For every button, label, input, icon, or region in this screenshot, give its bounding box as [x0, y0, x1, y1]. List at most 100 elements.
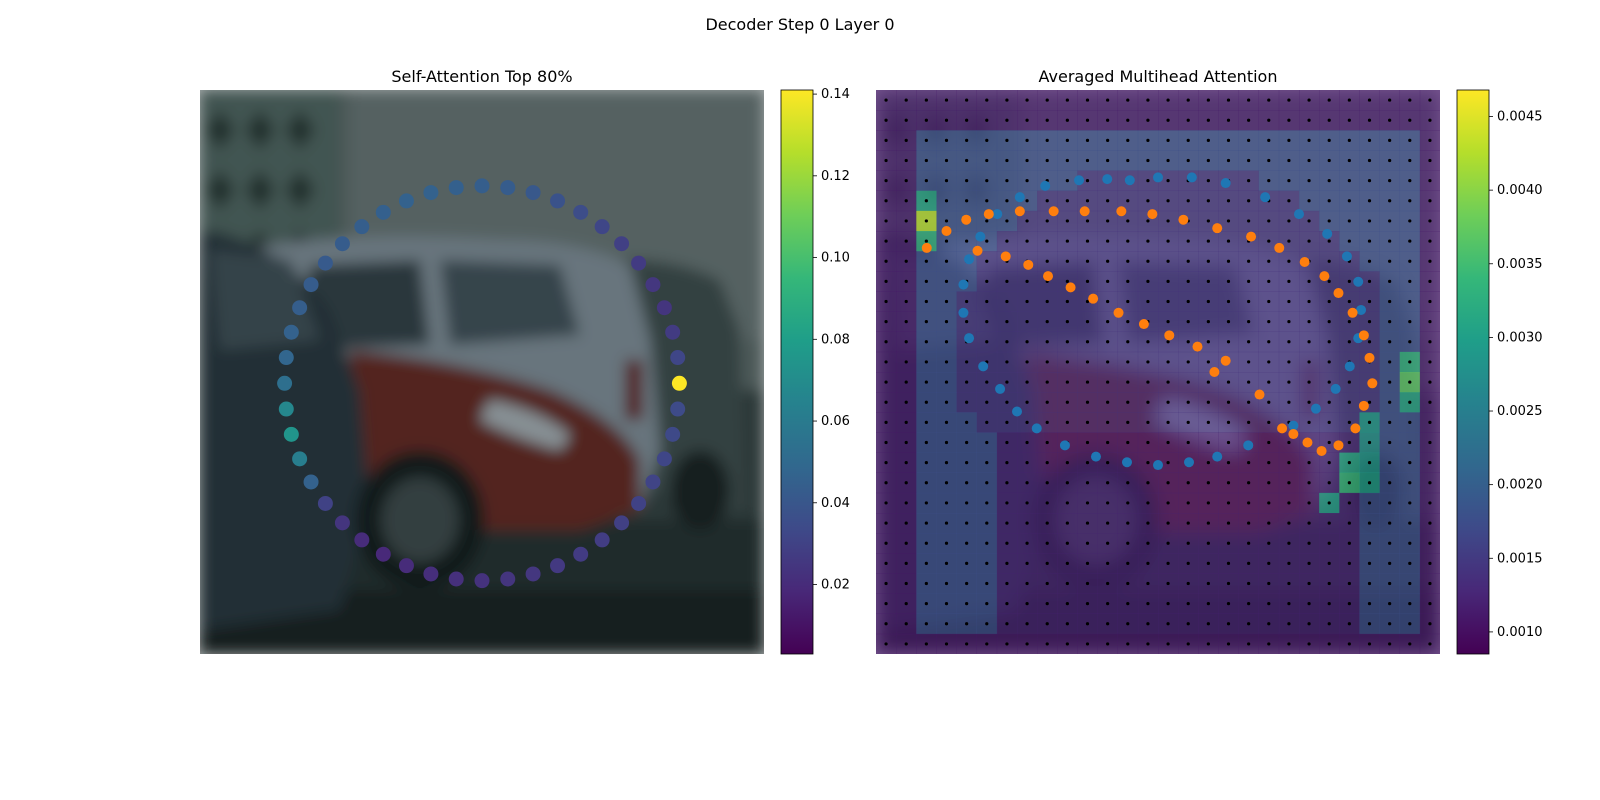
reference-dot — [1106, 541, 1110, 545]
reference-dot — [1428, 138, 1432, 142]
reference-dot — [1327, 259, 1331, 263]
multihead-attention-panel: Averaged Multihead Attention 0.00100.001… — [876, 67, 1543, 655]
reference-dot — [924, 581, 928, 586]
reference-dot — [1287, 440, 1291, 445]
reference-dot — [1065, 400, 1069, 404]
reference-dot — [944, 179, 949, 183]
reference-dot — [1307, 642, 1311, 646]
reference-dot — [1206, 521, 1210, 525]
reference-dot — [1347, 501, 1351, 505]
colorbar-tick-label: 0.0020 — [1497, 478, 1543, 493]
reference-dot — [965, 360, 969, 364]
reference-dot — [1106, 199, 1110, 203]
reference-dot — [1247, 420, 1251, 424]
reference-dot — [965, 179, 969, 183]
reference-dot — [1206, 541, 1210, 545]
sampling-point — [1310, 403, 1321, 414]
reference-dot — [1287, 340, 1291, 344]
reference-dot — [1106, 440, 1110, 445]
reference-dot — [1166, 581, 1170, 586]
reference-dot — [1367, 158, 1372, 163]
attention-point — [665, 426, 681, 442]
reference-dot — [1186, 420, 1190, 424]
reference-dot — [904, 642, 908, 646]
reference-dot — [1146, 581, 1150, 586]
sampling-point — [1220, 178, 1231, 189]
reference-dot — [884, 642, 888, 646]
reference-dot — [944, 622, 949, 626]
sampling-point — [1059, 440, 1070, 451]
colorbar-tick-label: 0.04 — [821, 496, 850, 511]
reference-dot — [944, 521, 949, 525]
colorbar-tick-label: 0.02 — [821, 578, 850, 593]
reference-dot — [1367, 561, 1372, 565]
reference-dot — [965, 380, 969, 384]
reference-dot — [1247, 581, 1251, 586]
colorbar-tick-label: 0.06 — [821, 414, 850, 429]
reference-dot — [1388, 541, 1392, 545]
reference-dot — [1267, 622, 1271, 626]
left-panel-title: Self-Attention Top 80% — [391, 67, 572, 86]
reference-dot — [1327, 360, 1331, 364]
reference-dot — [1287, 561, 1291, 565]
reference-dot — [1287, 400, 1291, 404]
reference-dot — [1408, 199, 1412, 203]
attention-point — [277, 375, 293, 391]
sampling-point — [1333, 440, 1344, 451]
reference-dot — [1166, 622, 1170, 626]
reference-dot — [985, 158, 989, 163]
sampling-point — [1333, 288, 1344, 299]
reference-dot — [1226, 561, 1231, 565]
reference-dot — [1166, 320, 1170, 324]
reference-dot — [1206, 340, 1210, 344]
sampling-point — [1153, 460, 1163, 471]
attention-point — [525, 566, 541, 582]
reference-dot — [1005, 98, 1009, 102]
reference-dot — [1045, 98, 1049, 102]
reference-dot — [1025, 158, 1029, 163]
colorbar-tick-label: 0.0010 — [1497, 625, 1543, 640]
reference-dot — [904, 602, 908, 606]
reference-dot — [944, 581, 949, 586]
reference-dot — [1025, 239, 1029, 243]
reference-dot — [1247, 602, 1251, 606]
reference-dot — [884, 561, 888, 565]
reference-dot — [884, 360, 888, 364]
sampling-point — [1102, 174, 1113, 185]
reference-dot — [1065, 239, 1069, 243]
reference-dot — [1085, 481, 1090, 485]
reference-dot — [1146, 360, 1150, 364]
sampling-point — [1358, 400, 1369, 411]
reference-dot — [1367, 259, 1372, 263]
reference-dot — [1206, 561, 1210, 565]
reference-dot — [1408, 481, 1412, 485]
sampling-point — [1043, 271, 1054, 282]
reference-dot — [944, 501, 949, 505]
reference-dot — [1186, 320, 1190, 324]
reference-dot — [1206, 158, 1210, 163]
reference-dot — [1367, 602, 1372, 606]
reference-dot — [1287, 521, 1291, 525]
reference-dot — [985, 521, 989, 525]
reference-dot — [1388, 340, 1392, 344]
reference-dot — [1065, 279, 1069, 283]
reference-dot — [1287, 299, 1291, 304]
reference-dot — [904, 299, 908, 304]
reference-dot — [1045, 259, 1049, 263]
reference-dot — [1408, 541, 1412, 545]
reference-dot — [1005, 380, 1009, 384]
reference-dot — [944, 259, 949, 263]
reference-dot — [1226, 521, 1231, 525]
reference-dot — [985, 561, 989, 565]
reference-dot — [904, 219, 908, 223]
reference-dot — [1408, 118, 1412, 122]
reference-dot — [924, 501, 928, 505]
reference-dot — [1408, 320, 1412, 324]
reference-dot — [1428, 561, 1432, 565]
sampling-point — [1319, 271, 1330, 282]
reference-dot — [1126, 118, 1130, 122]
reference-dot — [1247, 138, 1251, 142]
reference-dot — [884, 481, 888, 485]
reference-dot — [1367, 521, 1372, 525]
reference-dot — [1267, 259, 1271, 263]
